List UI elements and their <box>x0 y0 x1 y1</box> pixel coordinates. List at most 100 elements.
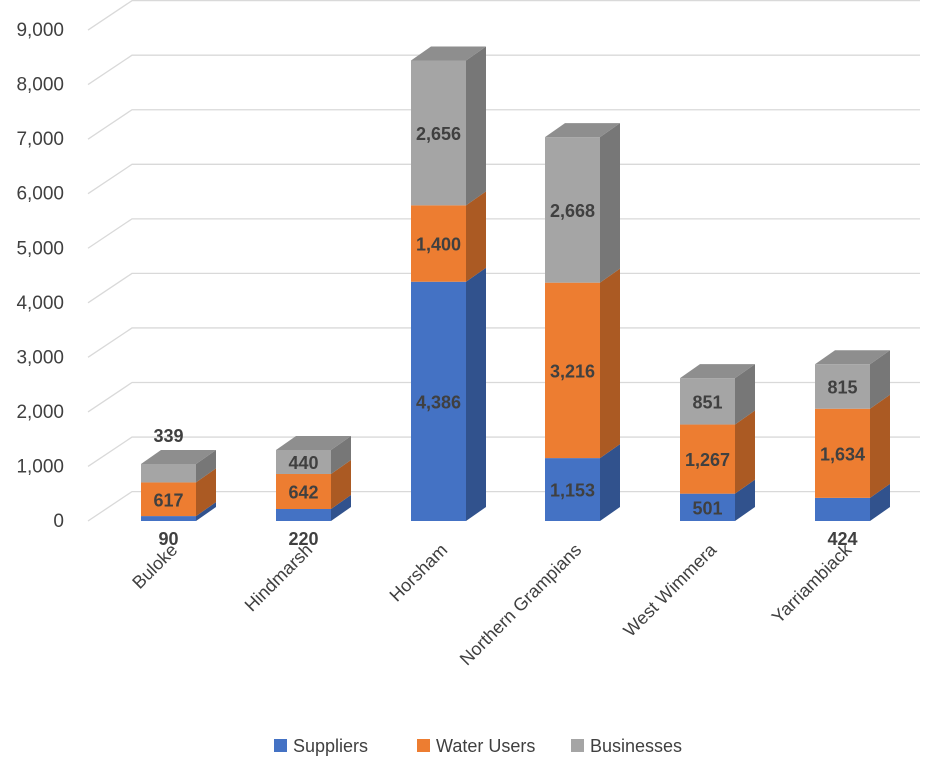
bar-businesses-3 <box>545 123 620 283</box>
bar-front <box>141 463 196 483</box>
bar-suppliers-0 <box>141 502 216 521</box>
bar-side <box>735 410 755 494</box>
data-label: 424 <box>827 529 857 549</box>
gridline-5 <box>87 218 920 249</box>
x-category-label: Yarriambiack <box>768 539 856 627</box>
gridline-4 <box>87 272 920 304</box>
y-tick-label: 4,000 <box>16 293 64 314</box>
bar-side <box>600 444 620 521</box>
bar-side <box>870 350 890 409</box>
bar-businesses-4 <box>680 364 755 425</box>
bar-side <box>870 394 890 498</box>
y-tick-label: 7,000 <box>16 129 64 150</box>
bar-top-0 <box>141 449 216 464</box>
data-label: 1,153 <box>550 481 595 501</box>
gridline-7 <box>87 109 920 140</box>
bar-suppliers-5 <box>815 483 890 521</box>
data-label: 3,216 <box>550 361 595 381</box>
bar-front <box>680 493 735 521</box>
y-tick-label: 1,000 <box>16 456 64 477</box>
bar-top-4 <box>680 364 755 379</box>
bar-top-5 <box>815 350 890 365</box>
bar-side <box>466 267 486 521</box>
bar-front <box>815 364 870 409</box>
bar-top-3 <box>545 123 620 138</box>
bar-side <box>600 123 620 283</box>
data-label: 501 <box>692 498 722 518</box>
bar-water-users-4 <box>680 410 755 494</box>
x-axis-categories: Buloke Hindmarsh Horsham Northern Grampians… <box>128 539 856 669</box>
bar-side <box>735 364 755 425</box>
data-label: 1,267 <box>685 450 730 470</box>
data-label: 815 <box>827 378 857 398</box>
bar-front <box>141 482 196 517</box>
x-category-label: Horsham <box>386 540 452 606</box>
bar-front <box>141 516 196 521</box>
data-label: 642 <box>288 482 318 502</box>
bar-water-users-3 <box>545 268 620 459</box>
bar-water-users-2 <box>411 191 486 282</box>
bar-front <box>411 205 466 282</box>
data-label: 90 <box>158 529 178 549</box>
bar-water-users-0 <box>141 468 216 517</box>
data-label: 4,386 <box>416 392 461 412</box>
bar-businesses-5 <box>815 350 890 409</box>
y-tick-label: 6,000 <box>16 184 64 205</box>
gridline-8 <box>87 54 920 86</box>
y-tick-label: 9,000 <box>16 20 64 41</box>
bars <box>141 46 890 521</box>
bar-businesses-0 <box>141 449 216 483</box>
x-category-label: Hindmarsh <box>241 540 317 616</box>
data-label: 1,400 <box>416 235 461 255</box>
gridline-1 <box>87 436 920 467</box>
bar-side <box>466 46 486 206</box>
bar-front <box>411 60 466 206</box>
legend-item-businesses: Businesses <box>571 736 682 756</box>
bar-side <box>331 494 351 521</box>
bar-suppliers-3 <box>545 444 620 521</box>
bar-side <box>196 449 216 483</box>
legend-label: Businesses <box>590 736 682 756</box>
gridline-0 <box>87 490 920 522</box>
bar-businesses-2 <box>411 46 486 206</box>
y-tick-label: 5,000 <box>16 238 64 259</box>
y-tick-label: 3,000 <box>16 347 64 368</box>
data-label: 617 <box>153 490 183 510</box>
gridline-6 <box>87 163 920 195</box>
legend-swatch <box>571 739 584 752</box>
bar-front <box>545 458 600 521</box>
bar-water-users-5 <box>815 394 890 498</box>
bar-top-1 <box>276 435 351 450</box>
legend-swatch <box>274 739 287 752</box>
data-label: 339 <box>153 426 183 446</box>
legend-swatch <box>417 739 430 752</box>
legend-label: Water Users <box>436 736 535 756</box>
bar-front <box>276 473 331 509</box>
legend-label: Suppliers <box>293 736 368 756</box>
bar-side <box>331 459 351 509</box>
bar-front <box>411 281 466 521</box>
legend-item-water-users: Water Users <box>417 736 535 756</box>
data-labels: 90 617 339 220 642 440 4,386 1,400 2,656 1,153 3,2… <box>153 124 865 549</box>
bar-front <box>815 497 870 521</box>
y-tick-label: 8,000 <box>16 75 64 96</box>
gridline-2 <box>87 381 920 413</box>
bar-top-2 <box>411 46 486 61</box>
bar-side <box>870 483 890 521</box>
bar-water-users-1 <box>276 459 351 509</box>
bar-front <box>680 378 735 425</box>
bar-front <box>276 508 331 521</box>
data-label: 440 <box>288 453 318 473</box>
x-category-label: West Wimmera <box>619 539 721 641</box>
y-tick-label: 0 <box>53 511 64 532</box>
bar-front <box>680 424 735 494</box>
bar-front <box>545 137 600 283</box>
data-label: 1,634 <box>820 444 865 464</box>
gridlines <box>87 0 920 522</box>
gridline-9 <box>87 0 920 31</box>
x-category-label: Northern Grampians <box>456 540 585 669</box>
x-category-label: Buloke <box>128 540 181 593</box>
bar-side <box>735 479 755 521</box>
